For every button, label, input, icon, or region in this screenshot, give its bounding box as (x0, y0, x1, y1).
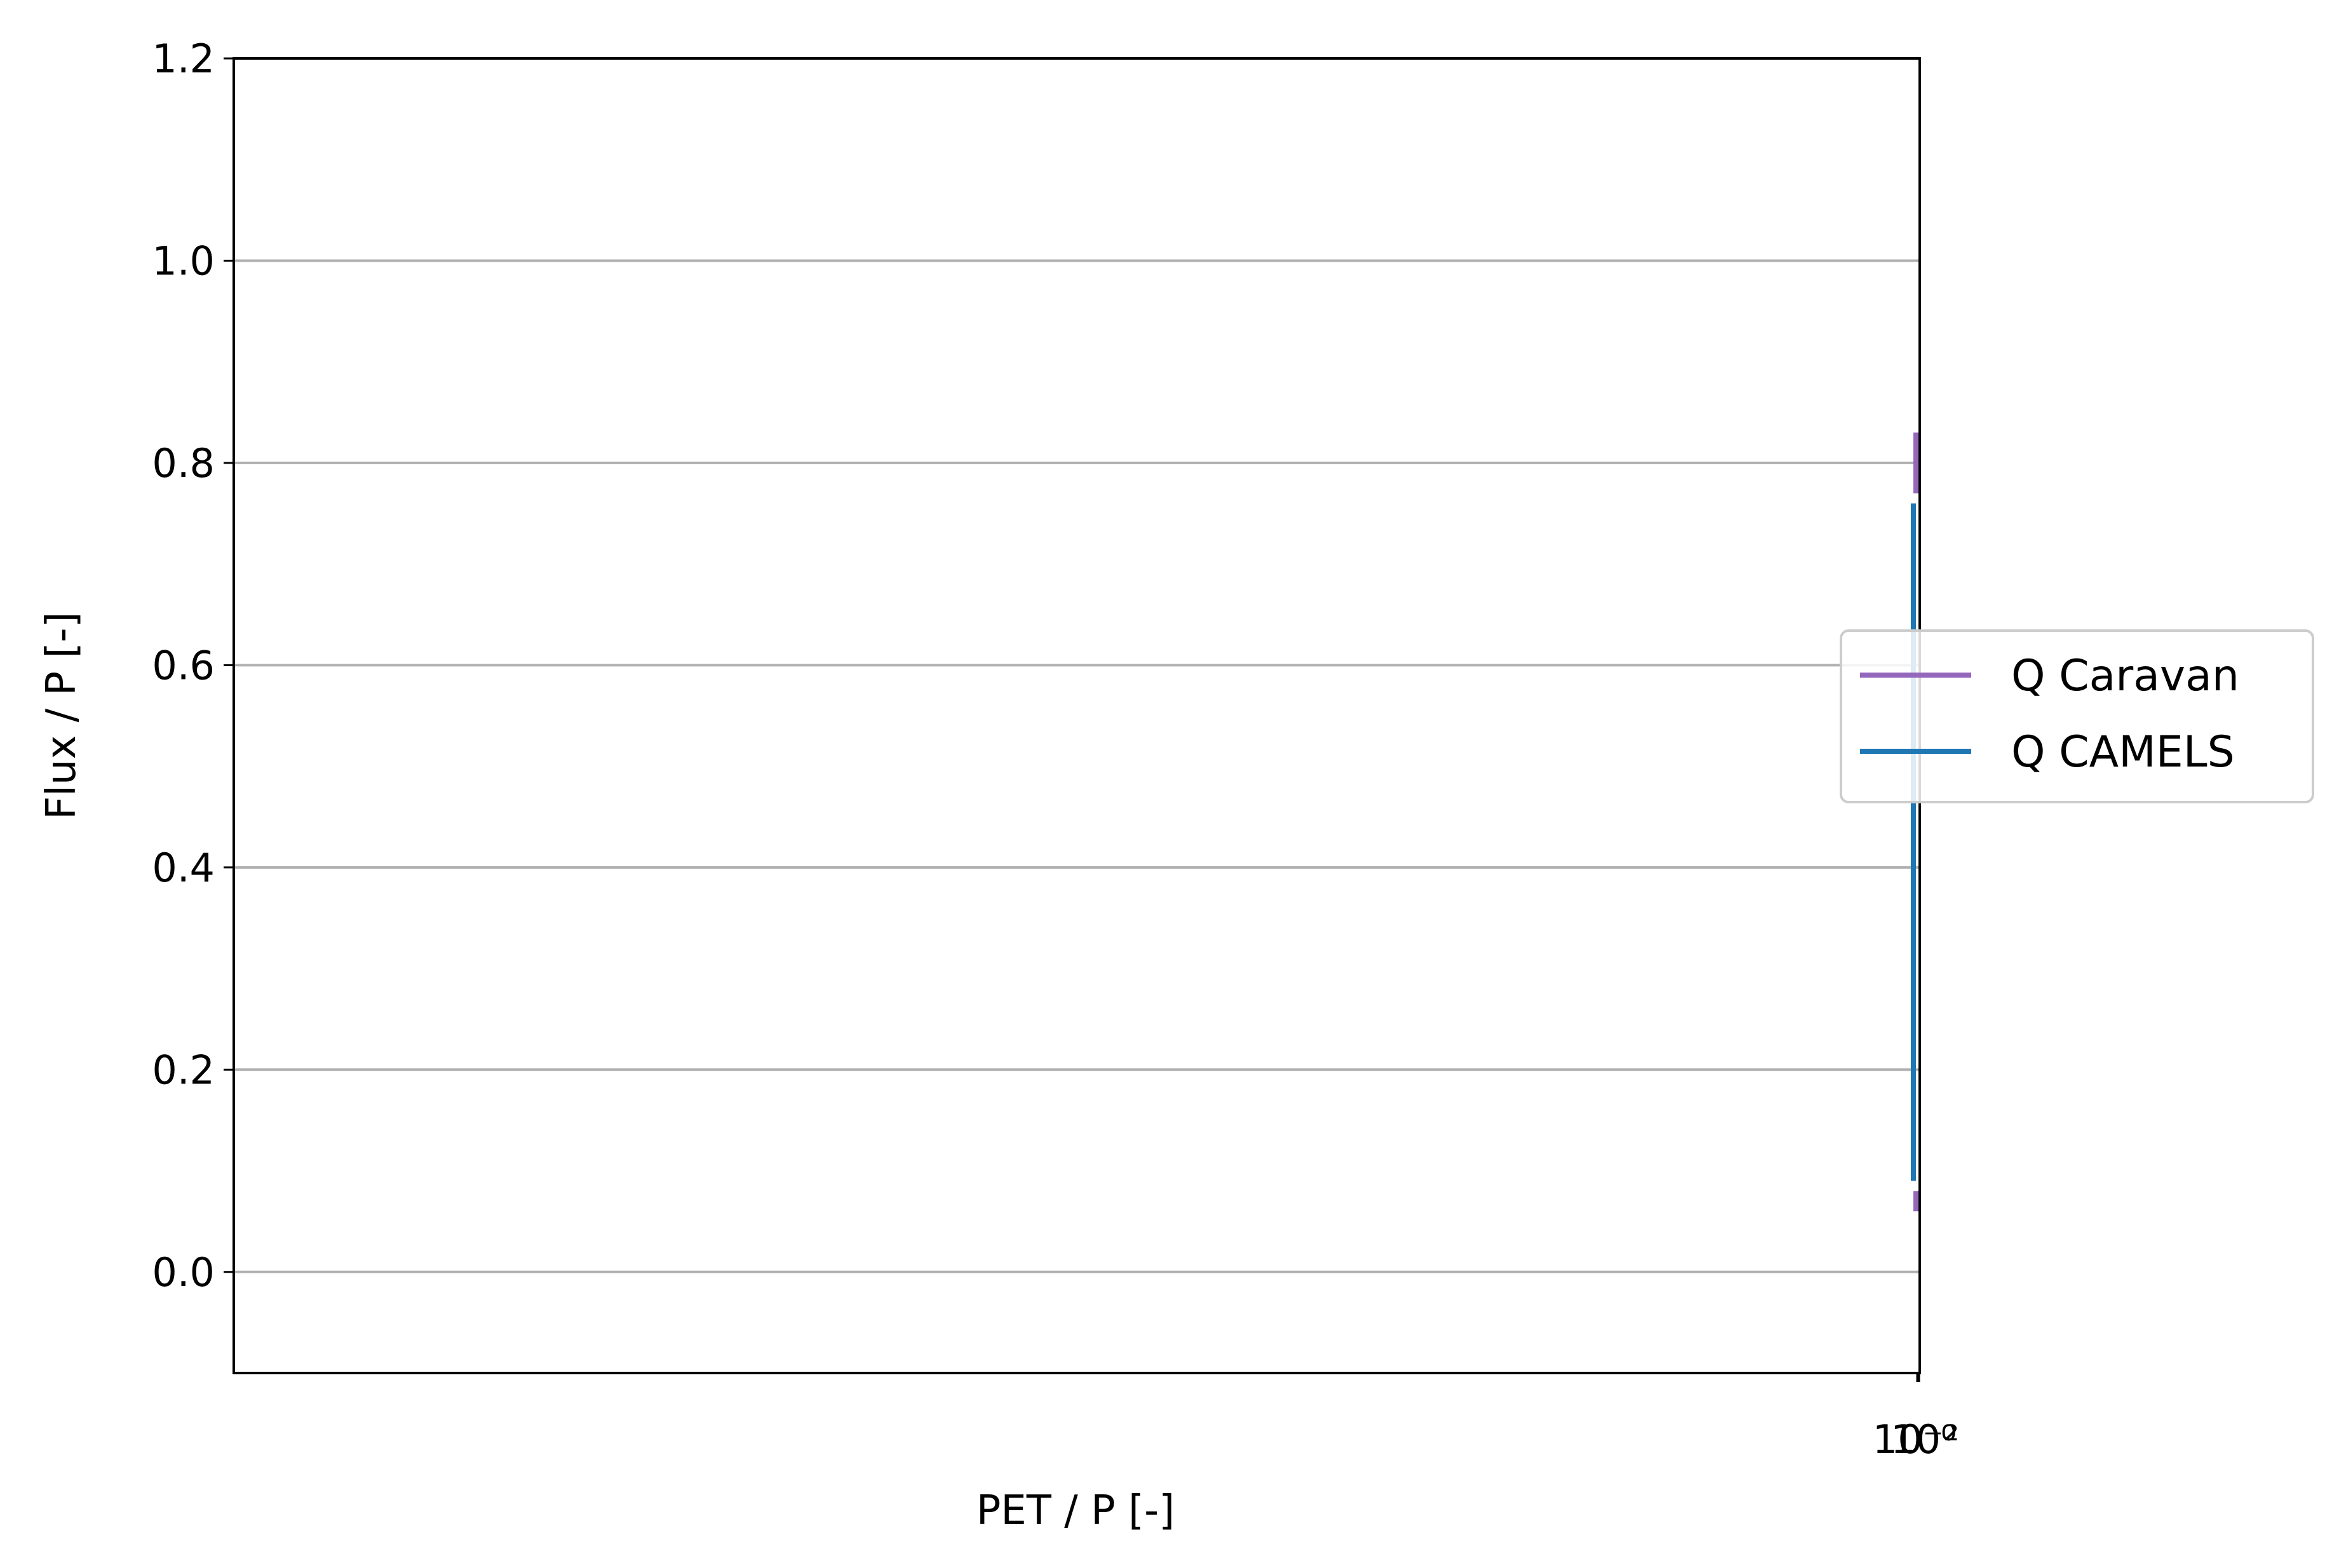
y-tick-label: 0.4 (152, 845, 215, 891)
legend-label-q-camels: Q CAMELS (2011, 727, 2235, 777)
y-axis-ticks: 0.0 0.2 0.4 0.6 0.8 1.0 1.2 (152, 36, 234, 1296)
x-axis-label: PET / P [-] (976, 1487, 1175, 1534)
legend: Q Caravan Q CAMELS (1840, 629, 2314, 803)
y-tick-label: 1.0 (152, 238, 215, 284)
x-tick-label-low: 10⁻² (1873, 1416, 1959, 1463)
x-axis-ticks: 10⁻² 10⁰ (1873, 1373, 1959, 1463)
y-tick-label: 0.6 (152, 642, 215, 688)
series-lines (1911, 432, 1918, 1212)
y-tick-label: 0.0 (152, 1249, 215, 1296)
y-tick-label: 1.2 (152, 36, 215, 82)
y-axis-label: Flux / P [-] (38, 612, 85, 819)
y-gridlines (234, 259, 1920, 1273)
x-tick-label-high: 10⁰ (1891, 1416, 1957, 1463)
legend-label-q-caravan: Q Caravan (2011, 651, 2239, 701)
y-tick-label: 0.2 (152, 1047, 215, 1093)
y-tick-label: 0.8 (152, 440, 215, 486)
